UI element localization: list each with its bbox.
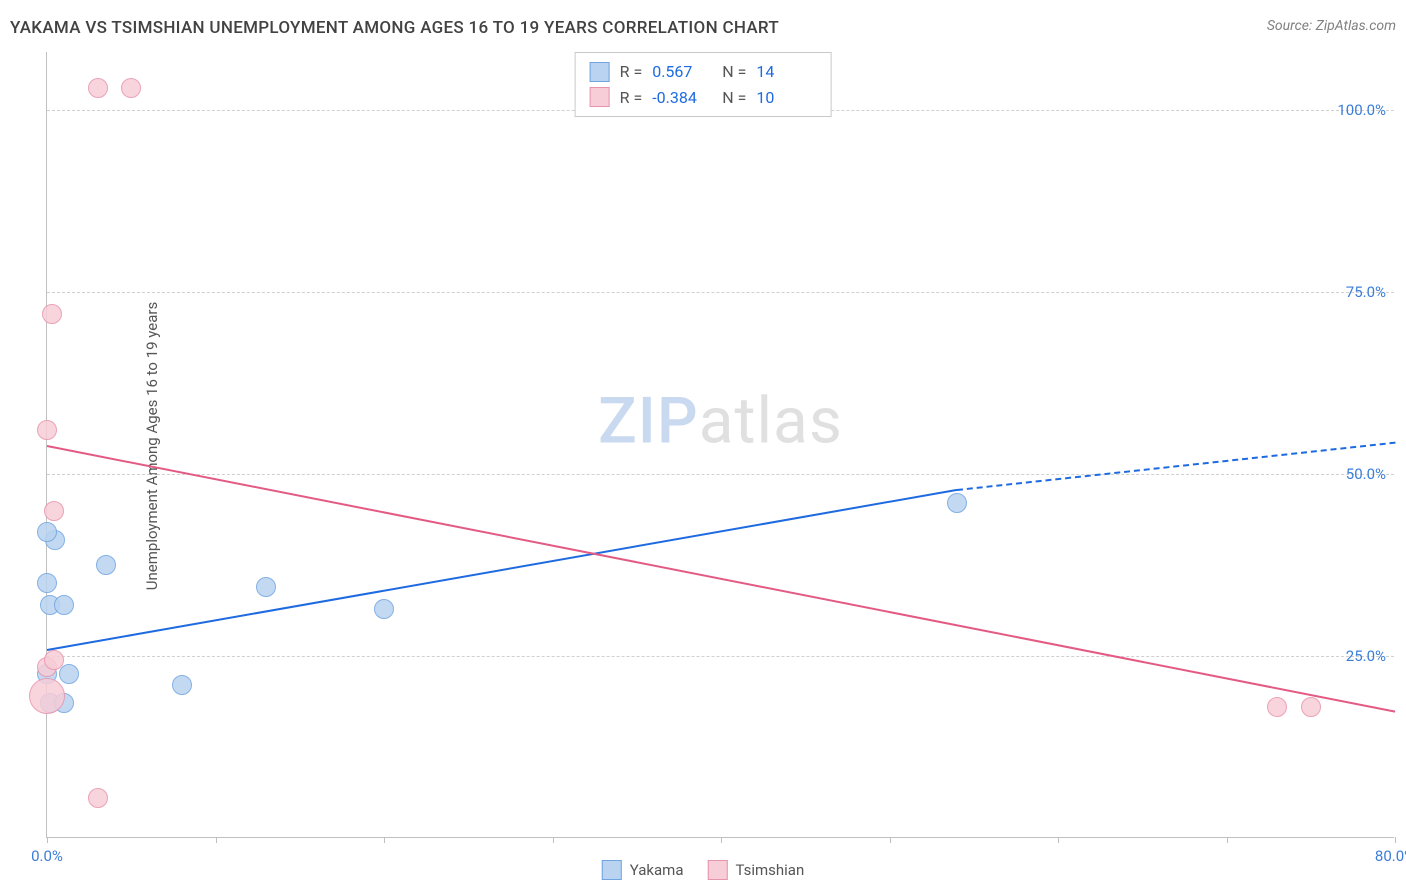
watermark-atlas: atlas [699, 383, 843, 458]
legend-swatch-yakama [602, 860, 622, 880]
watermark-zip: ZIP [598, 383, 699, 458]
x-tick [216, 837, 217, 843]
data-point-tsimshian [1267, 697, 1287, 717]
bottom-legend-item: Yakama [602, 860, 684, 880]
gridline-h [47, 292, 1394, 293]
gridline-h [47, 656, 1394, 657]
stat-r-label: R = [620, 85, 643, 111]
data-point-tsimshian [1301, 697, 1321, 717]
legend-label: Yakama [630, 861, 684, 879]
legend-stats-row: R = 0.567 N = 14 [590, 59, 817, 85]
data-point-yakama [37, 573, 57, 593]
data-point-tsimshian [88, 78, 108, 98]
y-tick-label: 25.0% [1346, 647, 1386, 665]
source-attribution: Source: ZipAtlas.com [1267, 18, 1396, 34]
data-point-yakama [172, 675, 192, 695]
data-point-tsimshian [44, 501, 64, 521]
x-tick [47, 837, 48, 843]
stat-n-value: 14 [756, 59, 816, 85]
x-tick [1227, 837, 1228, 843]
data-point-yakama [374, 599, 394, 619]
data-point-yakama [947, 493, 967, 513]
legend-stats: R = 0.567 N = 14 R = -0.384 N = 10 [575, 52, 832, 117]
data-point-yakama [37, 522, 57, 542]
x-tick [1058, 837, 1059, 843]
x-tick [553, 837, 554, 843]
x-tick-label: 0.0% [31, 847, 63, 865]
stat-n-label: N = [722, 85, 746, 111]
stat-r-label: R = [620, 59, 643, 85]
data-point-yakama [54, 595, 74, 615]
legend-swatch-yakama [590, 62, 610, 82]
chart-title: YAKAMA VS TSIMSHIAN UNEMPLOYMENT AMONG A… [10, 18, 779, 38]
plot-area: ZIPatlas 25.0%50.0%75.0%100.0%0.0%80.0% [46, 52, 1394, 838]
x-tick-label: 80.0% [1375, 847, 1406, 865]
stat-r-value: 0.567 [652, 59, 712, 85]
data-point-tsimshian [88, 788, 108, 808]
trend-line-yakama [47, 489, 957, 651]
data-point-tsimshian [121, 78, 141, 98]
stat-n-value: 10 [756, 85, 816, 111]
data-point-tsimshian [42, 304, 62, 324]
bottom-legend: Yakama Tsimshian [602, 860, 804, 880]
legend-swatch-tsimshian [590, 87, 610, 107]
data-point-tsimshian [44, 650, 64, 670]
y-tick-label: 75.0% [1346, 283, 1386, 301]
gridline-h [47, 474, 1394, 475]
stat-n-label: N = [722, 59, 746, 85]
x-tick [890, 837, 891, 843]
data-point-tsimshian [37, 420, 57, 440]
x-tick [384, 837, 385, 843]
y-tick-label: 100.0% [1337, 101, 1386, 119]
trend-line-ext-yakama [957, 441, 1395, 490]
x-tick [1395, 837, 1396, 843]
legend-label: Tsimshian [735, 861, 804, 879]
trend-line-tsimshian [47, 445, 1395, 713]
data-point-yakama [256, 577, 276, 597]
data-point-yakama [96, 555, 116, 575]
y-tick-label: 50.0% [1346, 465, 1386, 483]
bottom-legend-item: Tsimshian [707, 860, 804, 880]
data-point-tsimshian [29, 678, 65, 714]
watermark: ZIPatlas [598, 383, 843, 458]
legend-swatch-tsimshian [707, 860, 727, 880]
legend-stats-row: R = -0.384 N = 10 [590, 85, 817, 111]
data-point-yakama [59, 664, 79, 684]
x-tick [721, 837, 722, 843]
stat-r-value: -0.384 [652, 85, 712, 111]
